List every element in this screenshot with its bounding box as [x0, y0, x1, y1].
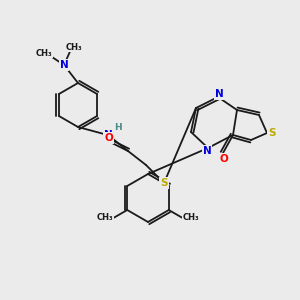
Text: H: H: [114, 124, 122, 133]
Text: N: N: [214, 89, 224, 99]
Text: O: O: [105, 133, 113, 143]
Text: CH₃: CH₃: [97, 214, 114, 223]
Text: CH₃: CH₃: [36, 49, 52, 58]
Text: N: N: [202, 146, 211, 156]
Text: N: N: [60, 60, 68, 70]
Text: CH₃: CH₃: [66, 43, 82, 52]
Text: O: O: [220, 154, 228, 164]
Text: S: S: [160, 178, 168, 188]
Text: CH₃: CH₃: [182, 214, 199, 223]
Text: N: N: [103, 130, 112, 140]
Text: S: S: [268, 128, 276, 138]
